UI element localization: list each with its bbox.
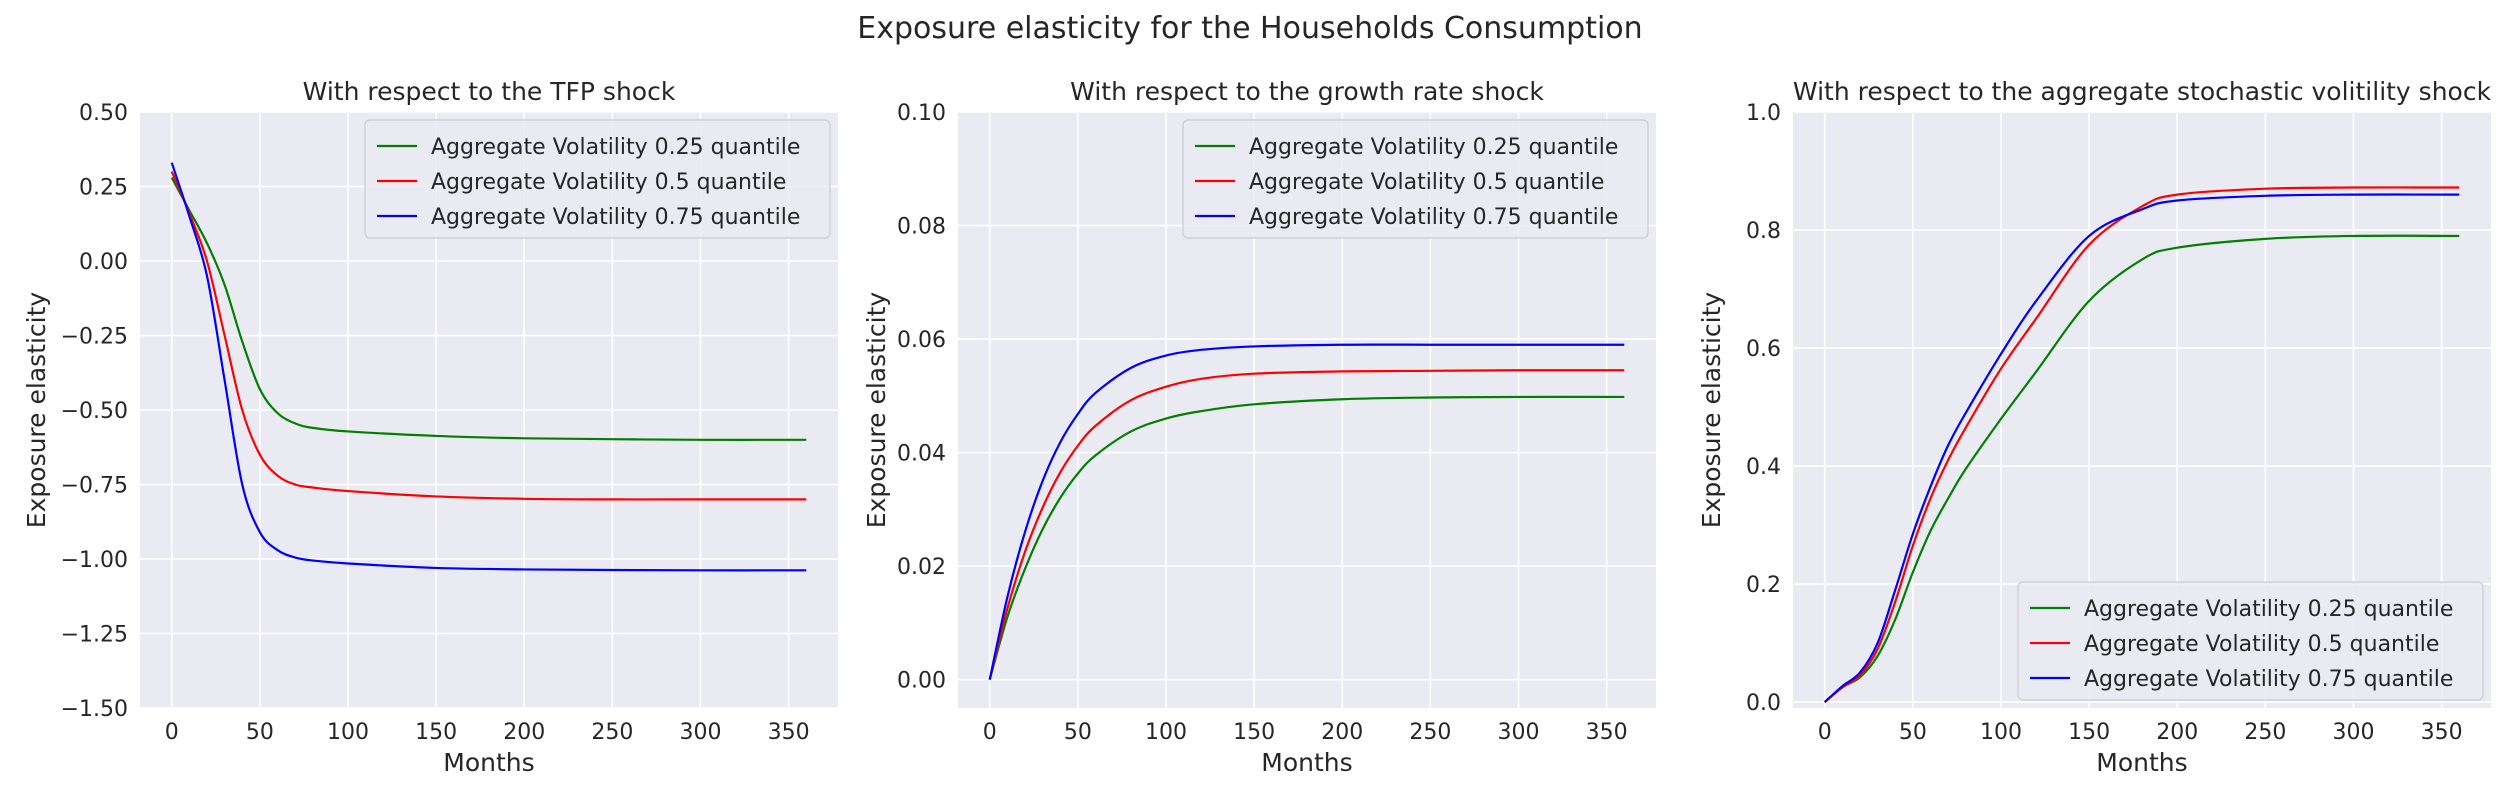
x-axis-label: Months xyxy=(443,748,534,777)
legend-label: Aggregate Volatility 0.25 quantile xyxy=(1249,135,1618,160)
x-tick-label: 200 xyxy=(503,720,545,745)
x-tick-label: 50 xyxy=(1899,720,1927,745)
x-tick-label: 150 xyxy=(415,720,457,745)
x-tick-label: 250 xyxy=(591,720,633,745)
legend-label: Aggregate Volatility 0.75 quantile xyxy=(1249,205,1618,230)
y-axis-label: Exposure elasticity xyxy=(1697,292,1726,529)
chart-title: With respect to the TFP shock xyxy=(303,77,676,106)
series-line-2 xyxy=(988,369,1625,680)
x-axis-label: Months xyxy=(1261,748,1352,777)
x-tick-label: 100 xyxy=(327,720,369,745)
y-tick-label: 0.00 xyxy=(79,250,128,275)
legend: Aggregate Volatility 0.25 quantile Aggreg… xyxy=(1182,119,1649,239)
legend-label: Aggregate Volatility 0.75 quantile xyxy=(2084,667,2453,692)
x-tick-label: 350 xyxy=(2421,720,2463,745)
y-tick-label: −0.75 xyxy=(61,474,128,499)
legend: Aggregate Volatility 0.25 quantile Aggreg… xyxy=(364,119,831,239)
legend-box xyxy=(1182,119,1649,239)
y-tick-label: −1.50 xyxy=(61,697,128,722)
y-tick-label: 1.0 xyxy=(1746,101,1781,126)
legend-label: Aggregate Volatility 0.5 quantile xyxy=(431,170,786,195)
series-line-1 xyxy=(1824,234,2460,703)
series-line-3 xyxy=(1823,193,2460,703)
y-tick-label: −1.00 xyxy=(61,548,128,573)
y-tick-label: 0.0 xyxy=(1746,691,1781,716)
y-tick-label: 0.00 xyxy=(897,669,946,694)
y-tick-label: 0.10 xyxy=(897,101,946,126)
x-axis-label: Months xyxy=(2096,748,2187,777)
x-tick-label: 0 xyxy=(983,720,997,745)
legend: Aggregate Volatility 0.25 quantile Aggreg… xyxy=(2017,581,2484,701)
series-line-1 xyxy=(988,395,1625,680)
x-tick-label: 350 xyxy=(1586,720,1628,745)
y-tick-label: −0.25 xyxy=(61,325,128,350)
y-tick-label: 0.6 xyxy=(1746,337,1781,362)
x-tick-label: 50 xyxy=(1064,720,1092,745)
chart-title: With respect to the growth rate shock xyxy=(1070,77,1544,106)
x-tick-label: 50 xyxy=(246,720,274,745)
figure-title: Exposure elasticity for the Households C… xyxy=(857,11,1642,46)
y-tick-label: 0.08 xyxy=(897,215,946,240)
y-tick-label: 0.02 xyxy=(897,555,946,580)
y-tick-label: 0.25 xyxy=(79,176,128,201)
y-tick-label: −0.50 xyxy=(61,399,128,424)
x-tick-label: 300 xyxy=(2333,720,2375,745)
x-tick-label: 250 xyxy=(2244,720,2286,745)
series-line-3 xyxy=(170,162,807,572)
y-axis-label: Exposure elasticity xyxy=(22,292,51,529)
legend-label: Aggregate Volatility 0.5 quantile xyxy=(2084,632,2439,657)
legend-label: Aggregate Volatility 0.25 quantile xyxy=(431,135,800,160)
x-tick-label: 0 xyxy=(1818,720,1832,745)
x-tick-label: 350 xyxy=(768,720,810,745)
x-tick-label: 0 xyxy=(165,720,179,745)
y-tick-label: 0.8 xyxy=(1746,219,1781,244)
series-line-3 xyxy=(988,343,1625,680)
x-tick-label: 150 xyxy=(1233,720,1275,745)
legend-label: Aggregate Volatility 0.25 quantile xyxy=(2084,597,2453,622)
x-tick-label: 300 xyxy=(1498,720,1540,745)
x-tick-label: 100 xyxy=(1145,720,1187,745)
x-tick-label: 300 xyxy=(680,720,722,745)
y-tick-label: −1.25 xyxy=(61,623,128,648)
chart-panel-1: 0 50 100 150 200 250 300 350 −1.50 −1.25 −1.00 −0.7… xyxy=(22,77,838,777)
y-tick-label: 0.2 xyxy=(1746,573,1781,598)
legend-box xyxy=(364,119,831,239)
y-tick-label: 0.06 xyxy=(897,328,946,353)
x-tick-label: 200 xyxy=(1321,720,1363,745)
y-tick-label: 0.04 xyxy=(897,442,946,467)
y-axis-label: Exposure elasticity xyxy=(862,292,891,529)
series-line-1 xyxy=(170,177,807,441)
series-line-2 xyxy=(170,171,807,501)
chart-title: With respect to the aggregate stochastic… xyxy=(1793,77,2492,106)
x-tick-label: 100 xyxy=(1980,720,2022,745)
chart-panel-2: 0 50 100 150 200 250 300 350 0.00 0.02 0.04 0.06 0.0… xyxy=(862,77,1656,777)
y-tick-label: 0.4 xyxy=(1746,455,1781,480)
legend-box xyxy=(2017,581,2484,701)
legend-label: Aggregate Volatility 0.5 quantile xyxy=(1249,170,1604,195)
x-tick-label: 200 xyxy=(2156,720,2198,745)
x-tick-label: 250 xyxy=(1409,720,1451,745)
x-tick-label: 150 xyxy=(2068,720,2110,745)
legend-label: Aggregate Volatility 0.75 quantile xyxy=(431,205,800,230)
chart-panel-3: 0 50 100 150 200 250 300 350 0.0 0.2 0.4 0.6 0.8 1.0 W… xyxy=(1697,77,2492,777)
series-line-2 xyxy=(1824,186,2460,703)
y-tick-label: 0.50 xyxy=(79,101,128,126)
